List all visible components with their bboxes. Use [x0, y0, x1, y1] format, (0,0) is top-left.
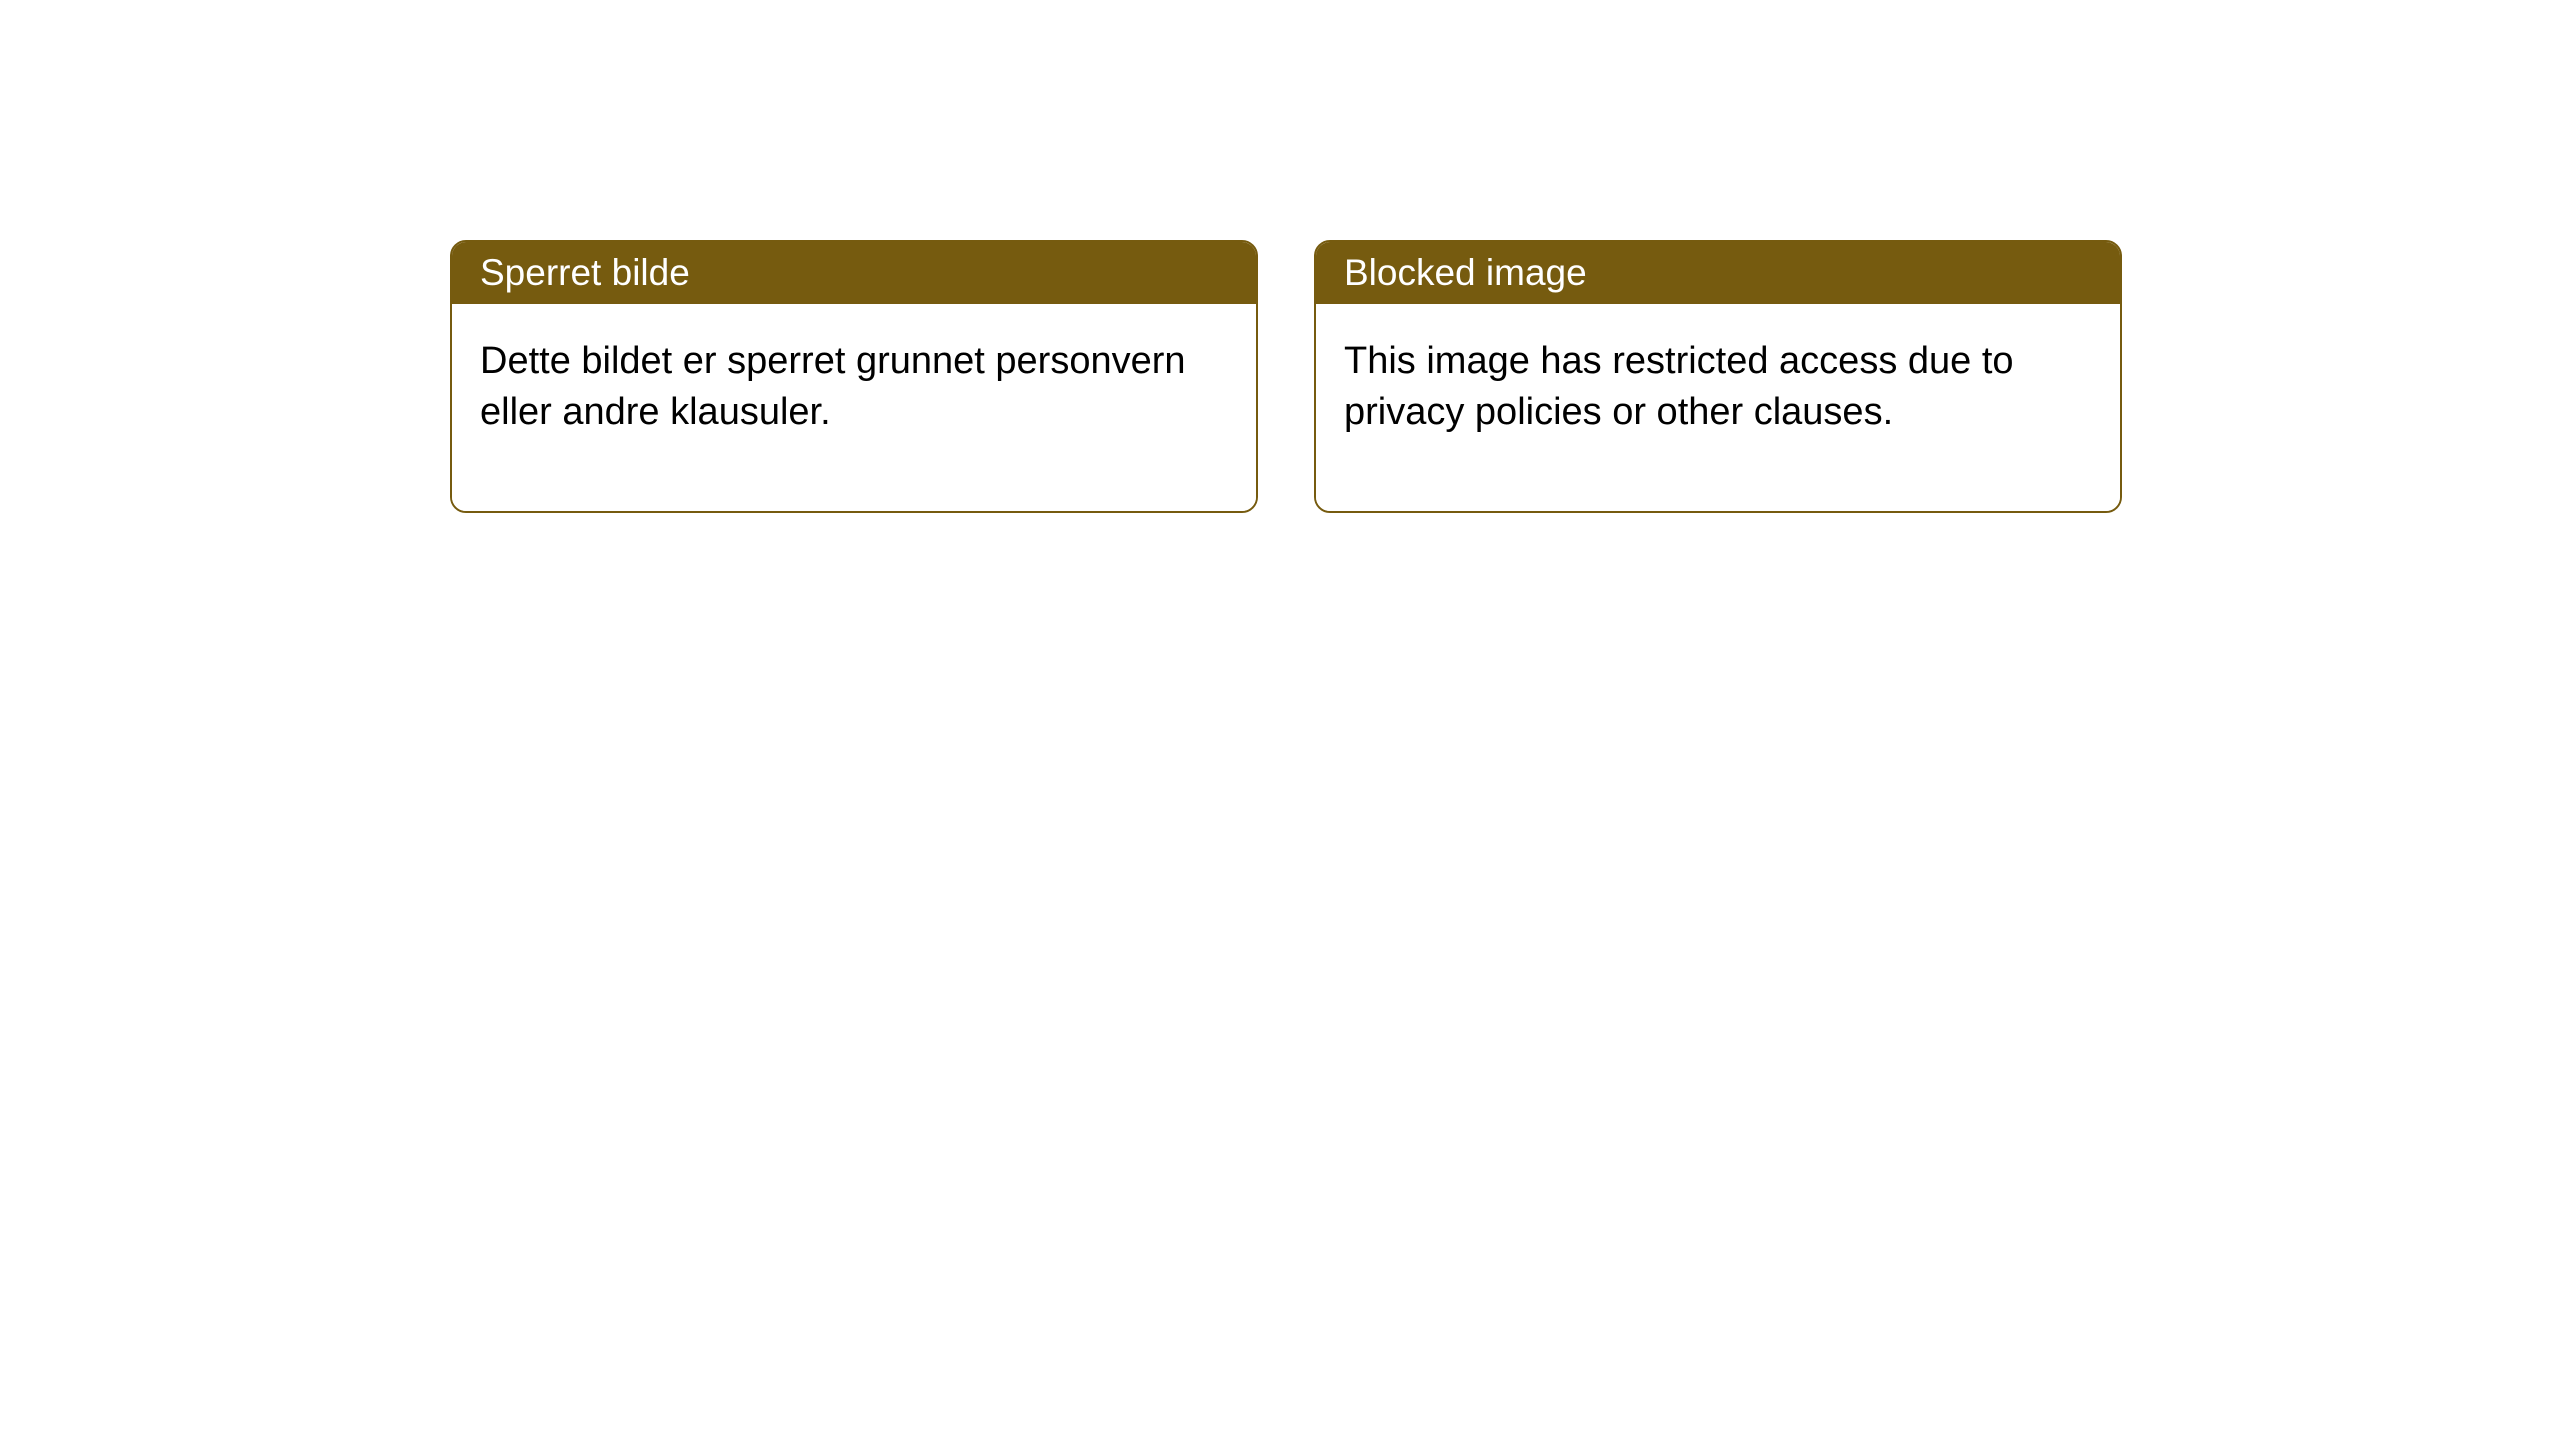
message-header-no: Sperret bilde [452, 242, 1256, 304]
message-header-en: Blocked image [1316, 242, 2120, 304]
message-body-no: Dette bildet er sperret grunnet personve… [452, 304, 1256, 511]
message-box-no: Sperret bilde Dette bildet er sperret gr… [450, 240, 1258, 513]
message-container: Sperret bilde Dette bildet er sperret gr… [0, 0, 2560, 513]
message-body-en: This image has restricted access due to … [1316, 304, 2120, 511]
message-box-en: Blocked image This image has restricted … [1314, 240, 2122, 513]
